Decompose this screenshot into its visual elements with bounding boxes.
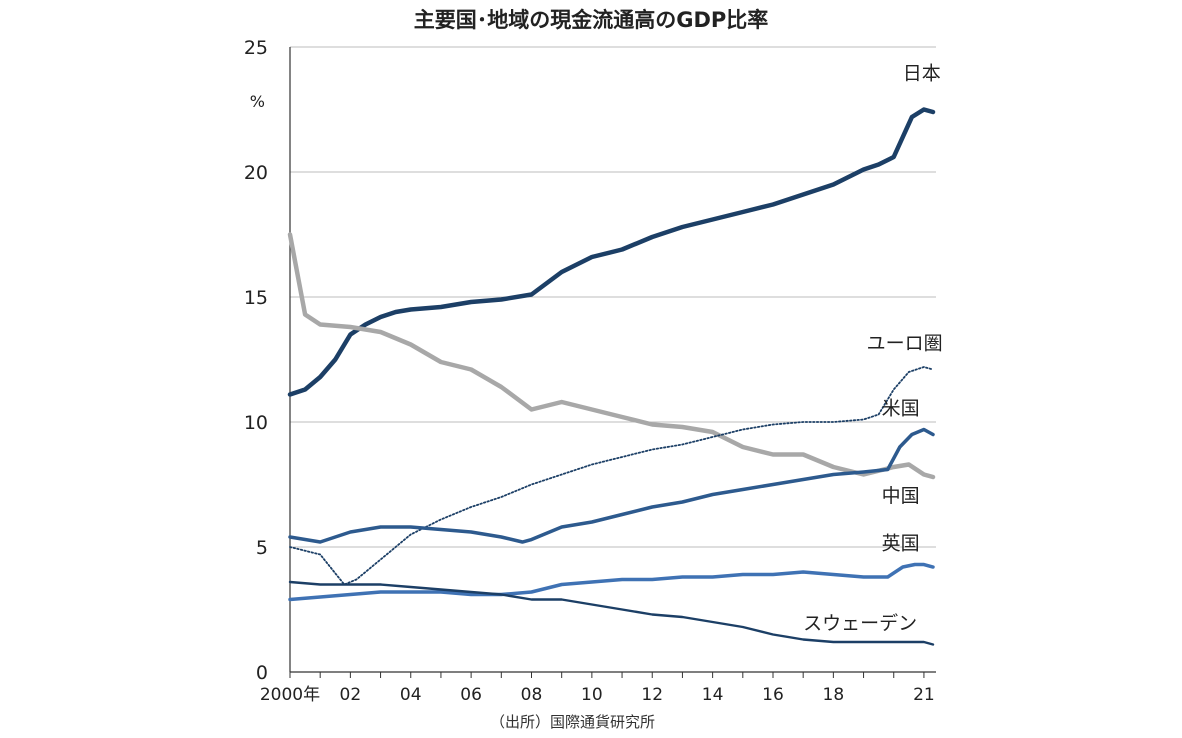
series-lines (287, 107, 936, 646)
x-tick-label-02: 02 (340, 685, 362, 705)
series-label-0: 日本 (903, 63, 941, 85)
x-tick-label-2000年: 2000年 (260, 685, 320, 705)
series-label-1: ユーロ圏 (867, 333, 943, 355)
x-tick-label-04: 04 (400, 685, 422, 705)
x-tick-label-18: 18 (823, 685, 845, 705)
series-label-4: 英国 (882, 533, 920, 555)
y-tick-label-5: 5 (256, 537, 268, 559)
series-line-0 (287, 107, 936, 397)
x-tick-label-14: 14 (702, 685, 724, 705)
y-tick-label-0: 0 (256, 662, 268, 684)
series-line-3 (288, 427, 935, 544)
y-axis-unit: % (250, 92, 265, 111)
series-label-2: 米国 (882, 398, 920, 420)
chart-title: 主要国･地域の現金流通高のGDP比率 (413, 8, 769, 32)
y-tick-label-10: 10 (244, 412, 268, 434)
series-label-5: スウェーデン (803, 613, 917, 635)
series-line-2 (289, 366, 934, 586)
x-tick-label-08: 08 (521, 685, 543, 705)
gridlines (290, 46, 936, 548)
y-tick-label-15: 15 (244, 287, 268, 309)
source-note: （出所）国際通貨研究所 (490, 713, 656, 731)
x-tick-label-16: 16 (762, 685, 784, 705)
series-line-1 (287, 232, 936, 480)
axes: 0 5 10 15 20 25% 2000年 02 04 06 08 10 12 14 16 18 21 (244, 37, 936, 705)
series-label-3: 中国 (882, 485, 920, 507)
x-tick-label-10: 10 (581, 685, 603, 705)
series-line-5 (288, 580, 935, 646)
y-tick-label-25: 25 (244, 37, 268, 59)
x-tick-label-06: 06 (460, 685, 482, 705)
y-tick-label-20: 20 (244, 162, 268, 184)
series-line-4 (288, 562, 935, 602)
x-tick-label-21: 21 (913, 685, 935, 705)
x-tick-label-12: 12 (641, 685, 663, 705)
